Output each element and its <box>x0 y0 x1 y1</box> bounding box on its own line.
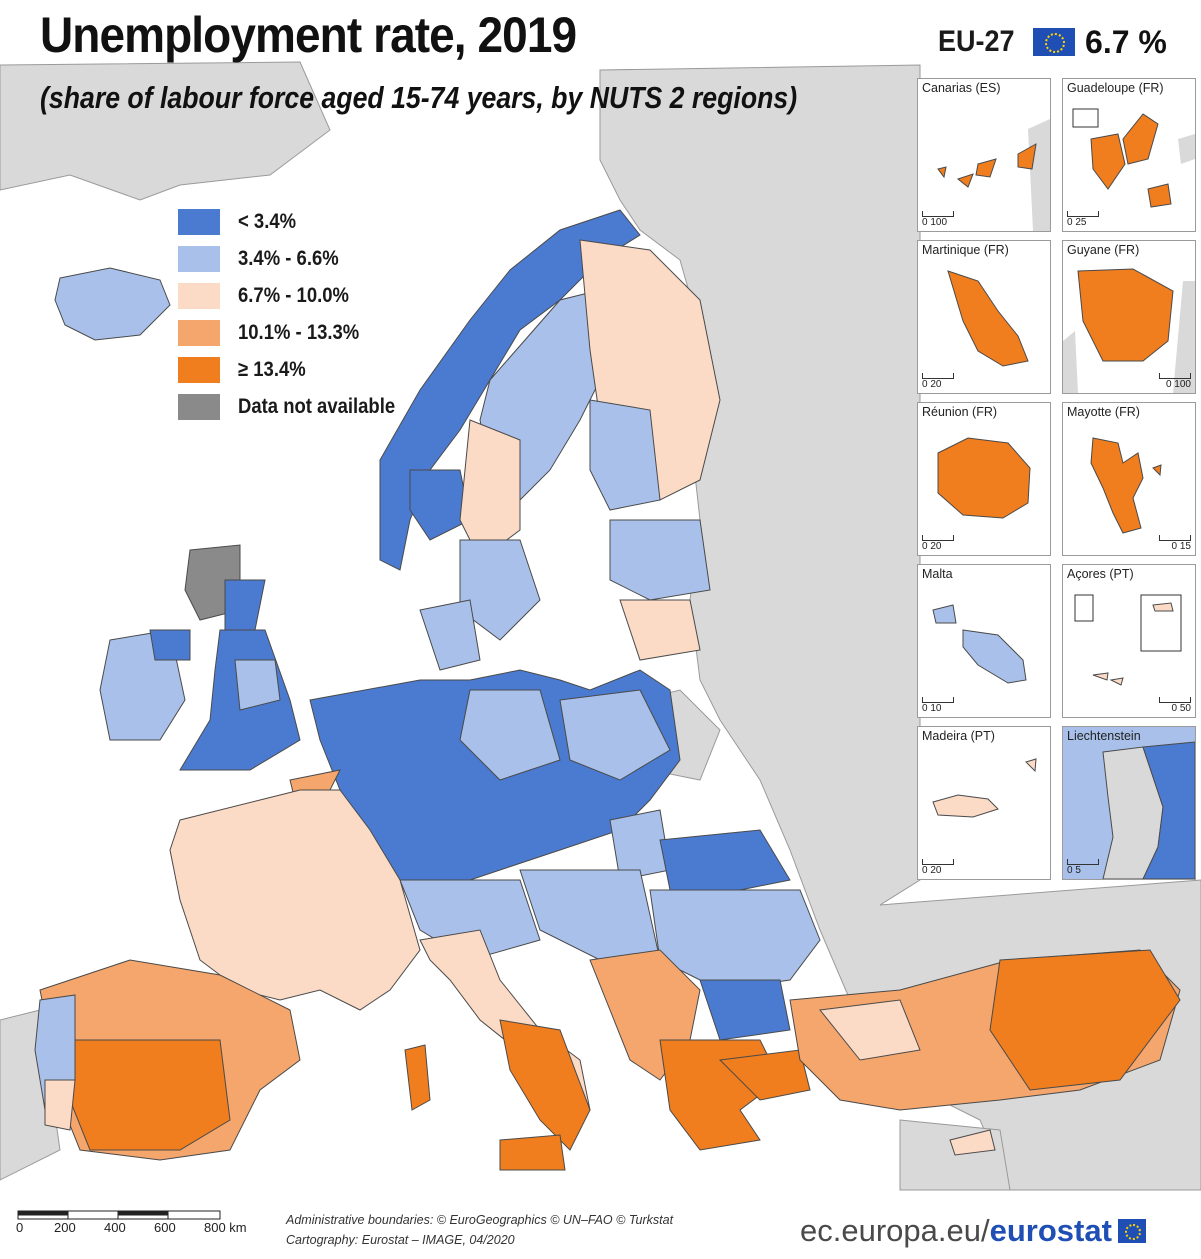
map-scale: 0 200 400 600 800 km <box>10 1206 270 1236</box>
inset-title: Guyane (FR) <box>1067 243 1140 257</box>
italy <box>419 929 591 1171</box>
inset-acores: Açores (PT) 0 50 <box>1062 564 1196 718</box>
legend-item: 3.4% - 6.6% <box>178 240 417 277</box>
legend-item: < 3.4% <box>178 203 417 240</box>
turkey <box>789 949 1181 1111</box>
eu-label: EU-27 <box>938 25 1015 58</box>
inset-scale: 0 100 <box>922 211 954 228</box>
inset-scale: 0 25 <box>1067 211 1099 228</box>
scale-label: 0 <box>16 1220 24 1235</box>
eu-flag-icon <box>1117 1219 1146 1243</box>
inset-title: Canarias (ES) <box>922 81 1001 95</box>
inset-scale: 0 10 <box>922 697 954 714</box>
legend-item: Data not available <box>178 388 417 425</box>
inset-guadeloupe: Guadeloupe (FR) 0 25 <box>1062 78 1196 232</box>
brand-url: ec.europa.eu/ <box>800 1213 990 1248</box>
iberia <box>34 959 301 1161</box>
legend-swatch <box>178 356 220 383</box>
inset-martinique: Martinique (FR) 0 20 <box>917 240 1051 394</box>
inset-liechtenstein-shape <box>1063 727 1195 879</box>
scale-label: 600 <box>154 1220 176 1235</box>
inset-scale: 0 100 <box>1159 373 1191 390</box>
region-france <box>169 789 421 1011</box>
inset-madeira-shape <box>932 758 1037 818</box>
inset-canarias-shape <box>937 119 1050 231</box>
legend-label: ≥ 13.4% <box>238 357 306 381</box>
source-line: Cartography: Eurostat – IMAGE, 04/2020 <box>286 1233 515 1247</box>
legend-label: < 3.4% <box>238 209 297 233</box>
map-subtitle: (share of labour force aged 15-74 years,… <box>40 80 798 115</box>
legend-item: ≥ 13.4% <box>178 351 417 388</box>
legend-label: 6.7% - 10.0% <box>238 283 349 307</box>
eu-value: 6.7 % <box>1085 23 1167 60</box>
inset-guyane-shape <box>1063 268 1195 393</box>
inset-acores-shape <box>1074 594 1182 686</box>
inset-canarias: Canarias (ES) 0 100 <box>917 78 1051 232</box>
inset-title: Liechtenstein <box>1067 729 1141 743</box>
source-line: Administrative boundaries: © EuroGeograp… <box>286 1213 674 1227</box>
inset-title: Malta <box>922 567 953 581</box>
inset-madeira: Madeira (PT) 0 20 <box>917 726 1051 880</box>
legend-swatch <box>178 245 220 272</box>
inset-title: Mayotte (FR) <box>1067 405 1140 419</box>
eu-flag-icon <box>1033 28 1076 56</box>
inset-mayotte: Mayotte (FR) 0 15 <box>1062 402 1196 556</box>
inset-title: Guadeloupe (FR) <box>1067 81 1164 95</box>
inset-reunion-shape <box>937 437 1031 519</box>
inset-scale: 0 20 <box>922 535 954 552</box>
region-iceland <box>54 267 171 341</box>
inset-title: Açores (PT) <box>1067 567 1134 581</box>
balkans <box>589 949 811 1151</box>
legend-label: 3.4% - 6.6% <box>238 246 339 270</box>
inset-malta: Malta 0 10 <box>917 564 1051 718</box>
legend: < 3.4% 3.4% - 6.6% 6.7% - 10.0% 10.1% - … <box>178 203 417 425</box>
inset-reunion: Réunion (FR) 0 20 <box>917 402 1051 556</box>
legend-swatch <box>178 319 220 346</box>
inset-scale: 0 20 <box>922 859 954 876</box>
british-isles <box>99 544 301 771</box>
eurostat-brand[interactable]: ec.europa.eu/ eurostat <box>800 1213 1146 1249</box>
scandinavia <box>379 209 721 671</box>
inset-mayotte-shape <box>1090 437 1162 534</box>
legend-label: Data not available <box>238 394 396 418</box>
inset-title: Martinique (FR) <box>922 243 1009 257</box>
eu-average: EU-27 6.7 % <box>938 22 1167 62</box>
inset-guadeloupe-shape <box>1072 108 1195 208</box>
legend-item: 6.7% - 10.0% <box>178 277 417 314</box>
inset-guyane: Guyane (FR) 0 100 <box>1062 240 1196 394</box>
scale-label: 400 <box>104 1220 126 1235</box>
legend-swatch <box>178 393 220 420</box>
inset-title: Réunion (FR) <box>922 405 998 419</box>
scale-label: 200 <box>54 1220 76 1235</box>
scale-bar-graphic <box>17 1210 221 1220</box>
map-title: Unemployment rate, 2019 <box>40 7 577 63</box>
inset-liechtenstein: Liechtenstein 0 5 <box>1062 726 1196 880</box>
inset-scale: 0 50 <box>1159 697 1191 714</box>
legend-label: 10.1% - 13.3% <box>238 320 360 344</box>
inset-title: Madeira (PT) <box>922 729 995 743</box>
legend-item: 10.1% - 13.3% <box>178 314 417 351</box>
inset-scale: 0 5 <box>1067 859 1099 876</box>
inset-scale: 0 15 <box>1159 535 1191 552</box>
region-cyprus <box>949 1129 996 1156</box>
legend-swatch <box>178 208 220 235</box>
inset-scale: 0 20 <box>922 373 954 390</box>
legend-swatch <box>178 282 220 309</box>
scale-label: 800 km <box>204 1220 247 1235</box>
inset-malta-shape <box>932 604 1027 684</box>
brand-name: eurostat <box>989 1213 1112 1248</box>
region-corsica <box>404 1044 431 1111</box>
sources: Administrative boundaries: © EuroGeograp… <box>286 1210 673 1250</box>
inset-martinique-shape <box>947 270 1029 367</box>
